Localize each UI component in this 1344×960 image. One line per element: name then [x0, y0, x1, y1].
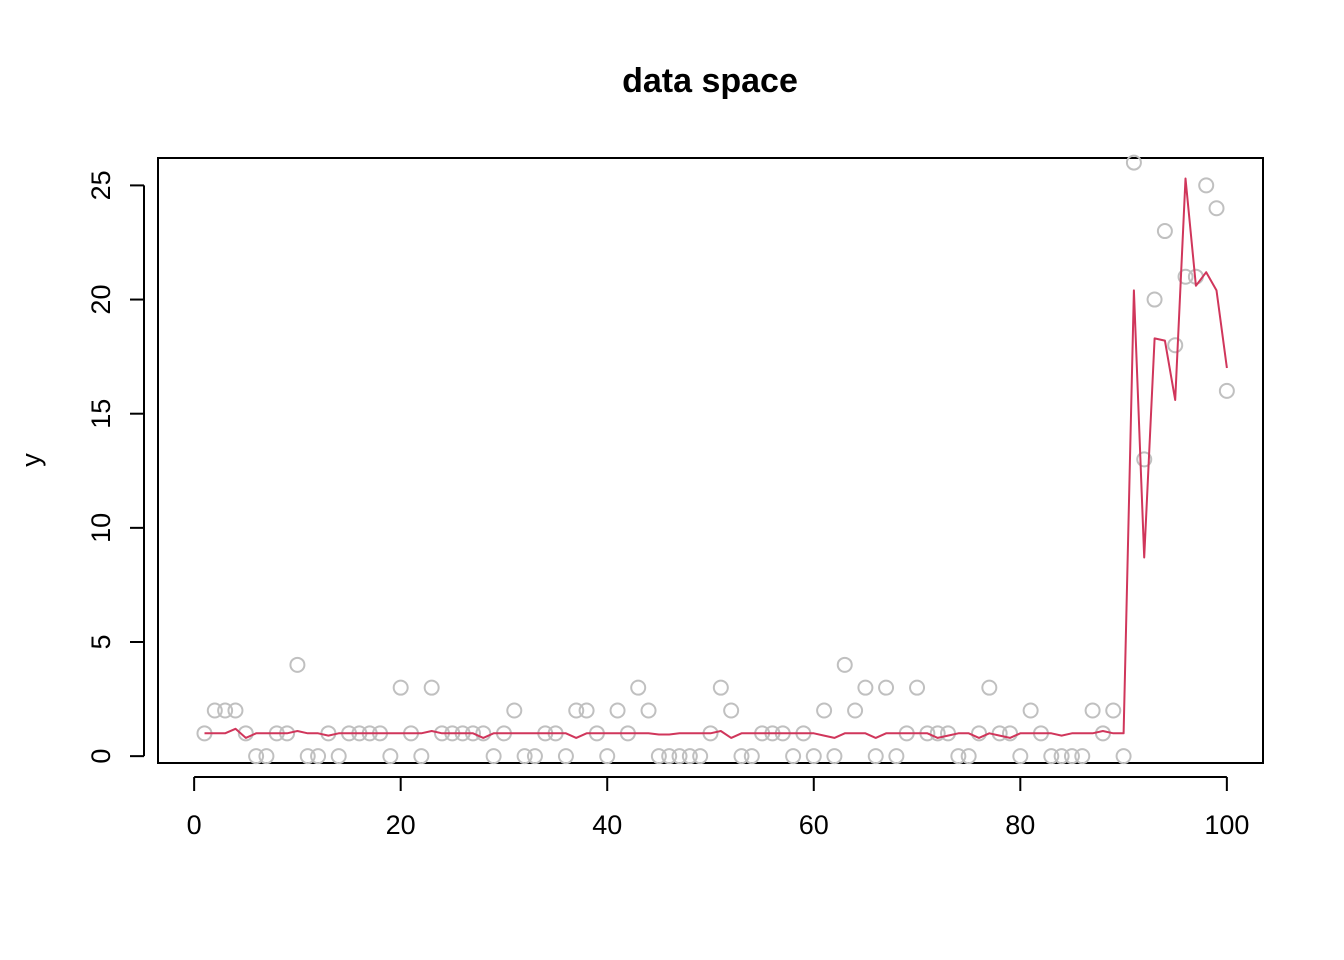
data-point [1177, 268, 1194, 285]
fitted-line [204, 177, 1228, 739]
data-point [640, 702, 657, 719]
data-point [557, 748, 574, 765]
y-tick-label: 15 [86, 399, 116, 429]
data-point [816, 702, 833, 719]
data-point [723, 702, 740, 719]
data-point [1074, 748, 1091, 765]
data-point [785, 748, 802, 765]
data-point [227, 702, 244, 719]
y-axis-label: y [16, 453, 46, 467]
data-point [1167, 337, 1184, 354]
data-point [423, 679, 440, 696]
y-axis: 0 5 10 15 20 25 [86, 170, 145, 764]
data-point [330, 748, 347, 765]
data-point [1001, 725, 1018, 742]
data-point [1053, 748, 1070, 765]
data-point [1156, 223, 1173, 240]
data-point [217, 702, 234, 719]
x-tick-label: 80 [1005, 810, 1035, 840]
data-point [888, 748, 905, 765]
data-point [981, 679, 998, 696]
data-point [692, 748, 709, 765]
data-point [929, 725, 946, 742]
x-tick-label: 40 [592, 810, 622, 840]
data-point [1218, 382, 1235, 399]
data-point [1012, 748, 1029, 765]
data-point [909, 679, 926, 696]
points-series [196, 154, 1235, 765]
data-point [857, 679, 874, 696]
data-point [1043, 748, 1060, 765]
data-point [971, 725, 988, 742]
data-point [1115, 748, 1132, 765]
data-point [320, 725, 337, 742]
data-point [1125, 154, 1142, 171]
data-point [950, 748, 967, 765]
data-point [599, 748, 616, 765]
data-point [1198, 177, 1215, 194]
chart-title: data space [622, 62, 798, 100]
data-point [237, 725, 254, 742]
data-point [1208, 200, 1225, 217]
data-point [485, 748, 502, 765]
y-tick-label: 10 [86, 513, 116, 543]
data-point [1063, 748, 1080, 765]
data-point [526, 748, 543, 765]
line-series [204, 177, 1228, 739]
data-point [392, 679, 409, 696]
data-point [1094, 725, 1111, 742]
data-point [712, 679, 729, 696]
data-point [960, 748, 977, 765]
data-point [836, 656, 853, 673]
x-tick-label: 20 [386, 810, 416, 840]
data-point [826, 748, 843, 765]
data-point [568, 702, 585, 719]
data-point [413, 748, 430, 765]
data-point [310, 748, 327, 765]
data-point [475, 725, 492, 742]
data-point [733, 748, 750, 765]
data-point [382, 748, 399, 765]
data-point [289, 656, 306, 673]
data-point [1136, 451, 1153, 468]
data-point [671, 748, 688, 765]
data-point [1146, 291, 1163, 308]
data-point [506, 702, 523, 719]
data-point [609, 702, 626, 719]
y-tick-label: 25 [86, 170, 116, 200]
data-point [299, 748, 316, 765]
data-point [867, 748, 884, 765]
data-point [805, 748, 822, 765]
data-point [650, 748, 667, 765]
x-axis: 0 20 40 60 80 100 [187, 776, 1249, 840]
plot-frame [157, 157, 1264, 764]
x-tick-label: 0 [187, 810, 202, 840]
data-point [258, 748, 275, 765]
data-point [248, 748, 265, 765]
y-tick-label: 5 [86, 634, 116, 649]
x-tick-label: 100 [1204, 810, 1249, 840]
data-point [1105, 702, 1122, 719]
data-point [940, 725, 957, 742]
x-tick-label: 60 [799, 810, 829, 840]
data-point [516, 748, 533, 765]
y-tick-label: 0 [86, 749, 116, 764]
data-point [661, 748, 678, 765]
y-tick-label: 20 [86, 285, 116, 315]
data-point [206, 702, 223, 719]
data-point [578, 702, 595, 719]
data-point [847, 702, 864, 719]
data-point [630, 679, 647, 696]
data-point [743, 748, 760, 765]
data-point [1022, 702, 1039, 719]
data-point [681, 748, 698, 765]
data-point [1084, 702, 1101, 719]
data-point [878, 679, 895, 696]
